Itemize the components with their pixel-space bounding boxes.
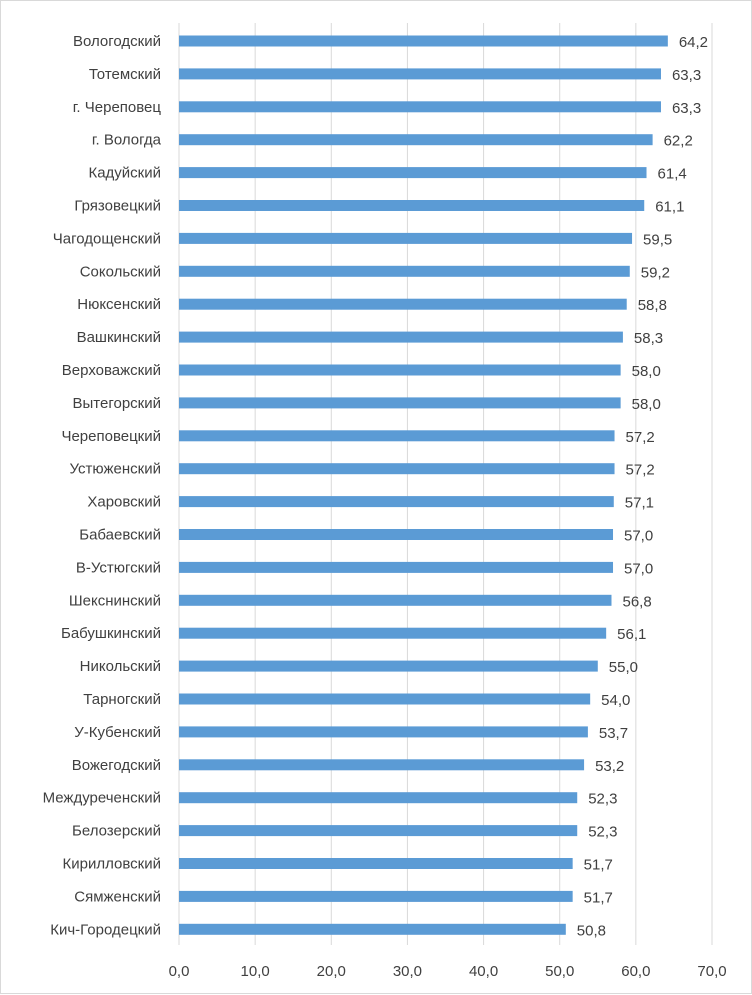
bars <box>179 35 668 935</box>
category-label: Грязовецкий <box>74 198 161 215</box>
bar <box>179 232 633 244</box>
value-label: 56,1 <box>617 626 646 643</box>
category-label: Тарногский <box>83 691 161 708</box>
x-tick-label: 60,0 <box>621 963 650 980</box>
gridlines <box>178 23 713 945</box>
x-tick-label: 50,0 <box>545 963 574 980</box>
bar <box>179 101 661 113</box>
bar <box>179 825 578 837</box>
x-tick-label: 30,0 <box>393 963 422 980</box>
category-label: Тотемский <box>89 66 161 83</box>
bar <box>179 858 573 869</box>
bar <box>179 364 621 376</box>
value-label: 52,3 <box>588 824 617 841</box>
category-label: Междуреченский <box>43 790 161 807</box>
value-label: 56,8 <box>622 593 651 610</box>
x-tick-label: 10,0 <box>241 963 270 980</box>
category-label: Устюженский <box>70 461 161 478</box>
category-label: Нюксенский <box>77 296 161 313</box>
bar <box>179 331 623 343</box>
category-label: Вашкинский <box>77 329 161 346</box>
category-label: Бабаевский <box>79 527 161 544</box>
value-label: 61,4 <box>658 166 687 183</box>
value-label: 50,8 <box>577 922 606 939</box>
bar <box>179 35 668 47</box>
category-label: У-Кубенский <box>74 724 161 741</box>
category-label: Чагодощенский <box>53 230 161 247</box>
value-label: 62,2 <box>664 133 693 150</box>
value-label: 55,0 <box>609 659 638 676</box>
category-label: Кич-Городецкий <box>50 921 161 938</box>
value-label: 58,3 <box>634 330 663 347</box>
category-label: Шекснинский <box>69 592 161 609</box>
value-label: 59,2 <box>641 264 670 281</box>
bar <box>179 726 588 738</box>
category-label: г. Вологда <box>92 132 162 149</box>
category-label: Сокольский <box>80 263 161 280</box>
bar <box>179 397 621 409</box>
x-tick-label: 0,0 <box>169 963 190 980</box>
category-label: Вытегорский <box>73 395 161 412</box>
category-label: Кадуйский <box>88 165 161 182</box>
value-label: 57,0 <box>624 560 653 577</box>
bar <box>179 594 612 606</box>
value-labels: 64,2 63,3 63,3 62,2 61,4 61,1 59,5 59,2 58,8 58,3… <box>577 34 708 939</box>
bar <box>179 693 591 705</box>
category-label: Никольский <box>80 658 161 675</box>
bar <box>179 134 653 146</box>
bar <box>179 430 615 442</box>
x-tick-label: 70,0 <box>697 963 726 980</box>
category-labels: Вологодский Тотемский г. Череповец г. Волог… <box>43 33 162 938</box>
value-label: 57,2 <box>626 462 655 479</box>
value-label: 51,7 <box>584 857 613 874</box>
bar <box>179 759 585 771</box>
value-label: 58,8 <box>638 297 667 314</box>
value-label: 63,3 <box>672 100 701 117</box>
value-label: 58,0 <box>632 363 661 380</box>
category-label: Сямженский <box>74 888 161 905</box>
value-label: 57,1 <box>625 495 654 512</box>
value-label: 58,0 <box>632 396 661 413</box>
bar <box>179 890 573 902</box>
category-label: Кирилловский <box>63 856 161 873</box>
category-label: Белозерский <box>72 823 161 840</box>
category-label: Харовский <box>87 494 161 511</box>
category-label: г. Череповец <box>73 99 162 116</box>
value-label: 61,1 <box>655 199 684 216</box>
bar <box>179 561 614 573</box>
bar <box>179 529 614 540</box>
value-label: 53,2 <box>595 758 624 775</box>
value-label: 63,3 <box>672 67 701 84</box>
bar <box>179 627 607 639</box>
bar <box>179 200 645 211</box>
bar <box>179 660 598 672</box>
x-tick-label: 20,0 <box>317 963 346 980</box>
value-label: 59,5 <box>643 231 672 248</box>
category-label: Вожегодский <box>72 757 161 774</box>
bar <box>179 167 647 179</box>
category-label: Бабушкинский <box>61 625 161 642</box>
value-label: 53,7 <box>599 725 628 742</box>
bar <box>179 265 630 277</box>
value-label: 52,3 <box>588 791 617 808</box>
bar <box>179 298 627 310</box>
bar <box>179 496 614 508</box>
value-label: 57,0 <box>624 528 653 545</box>
category-label: В-Устюгский <box>76 559 161 576</box>
value-label: 57,2 <box>626 429 655 446</box>
category-label: Верховажский <box>62 362 161 379</box>
bar <box>179 463 615 475</box>
category-label: Череповецкий <box>61 428 161 445</box>
value-label: 64,2 <box>679 34 708 51</box>
category-label: Вологодский <box>73 33 161 50</box>
x-tick-label: 40,0 <box>469 963 498 980</box>
bar <box>179 792 578 804</box>
bar <box>179 923 566 935</box>
value-label: 51,7 <box>584 889 613 906</box>
x-axis-ticks: 0,0 10,0 20,0 30,0 40,0 50,0 60,0 70,0 <box>169 963 727 980</box>
value-label: 54,0 <box>601 692 630 709</box>
bar <box>179 68 661 80</box>
